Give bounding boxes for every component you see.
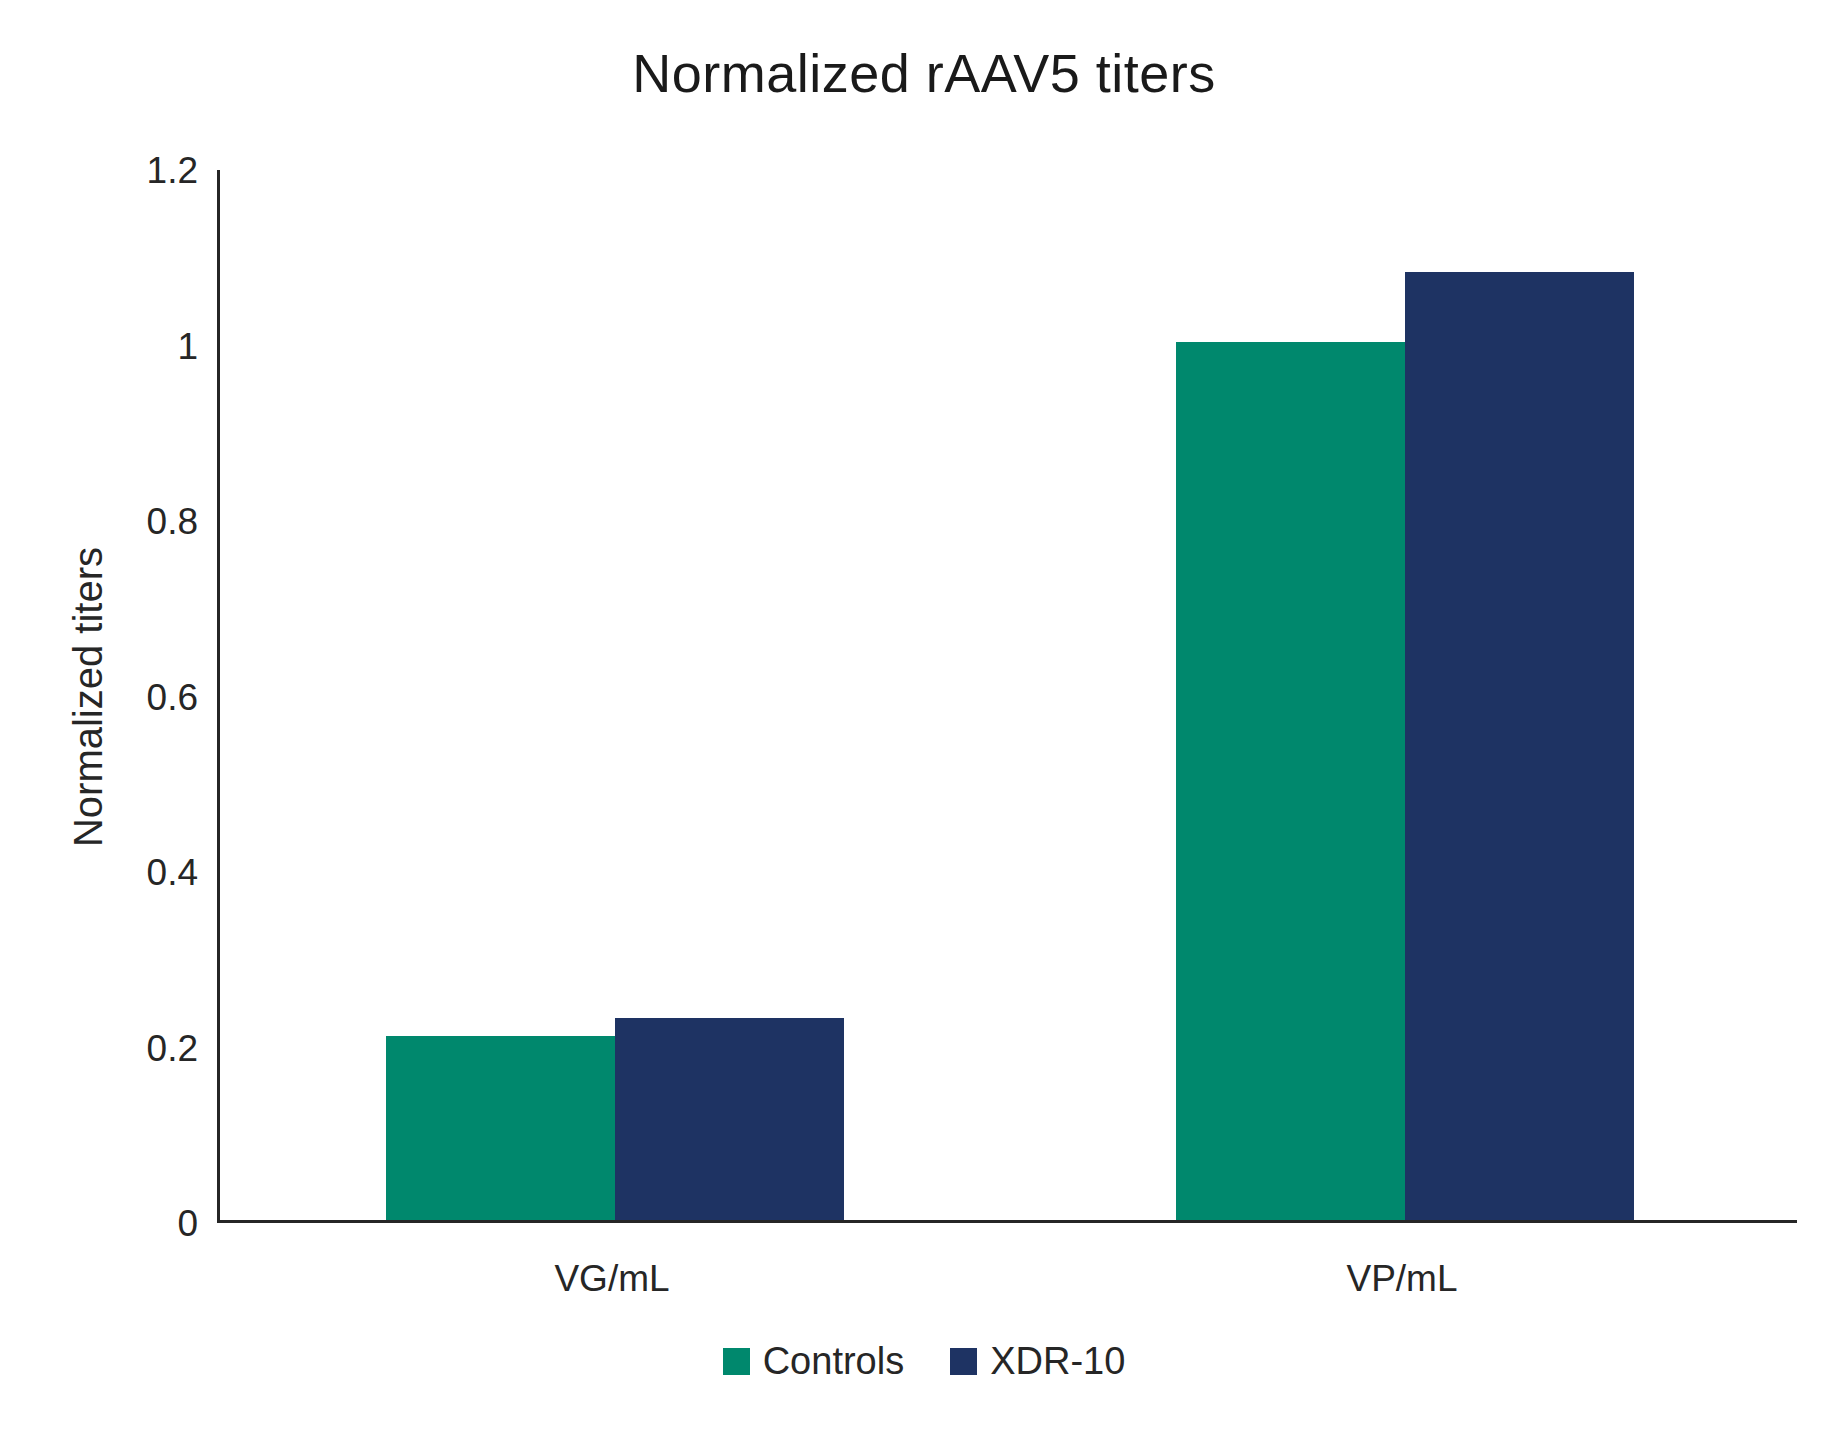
chart-title: Normalized rAAV5 titers [0,42,1848,104]
bar-xdr-10-vp-ml [1405,272,1634,1220]
legend-swatch-icon [723,1348,750,1375]
bar-controls-vp-ml [1176,342,1405,1220]
bar-controls-vg-ml [386,1036,615,1220]
legend-label: XDR-10 [990,1342,1125,1380]
chart-canvas: Normalized rAAV5 titers Normalized titer… [0,0,1848,1434]
legend: Controls XDR-10 [0,1342,1848,1380]
y-tick-label: 1.2 [0,152,198,189]
y-tick-label: 1 [0,327,198,364]
legend-item-xdr-10: XDR-10 [950,1342,1125,1380]
plot-area [217,170,1797,1223]
y-tick-label: 0.6 [0,678,198,715]
x-tick-label-vp-ml: VP/mL [1346,1258,1457,1300]
x-tick-label-vg-ml: VG/mL [554,1258,669,1300]
legend-swatch-icon [950,1348,977,1375]
bar-xdr-10-vg-ml [615,1018,844,1220]
legend-label: Controls [763,1342,905,1380]
y-tick-label: 0.2 [0,1029,198,1066]
y-tick-label: 0 [0,1205,198,1242]
y-tick-label: 0.4 [0,854,198,891]
y-tick-label: 0.8 [0,503,198,540]
legend-item-controls: Controls [723,1342,905,1380]
